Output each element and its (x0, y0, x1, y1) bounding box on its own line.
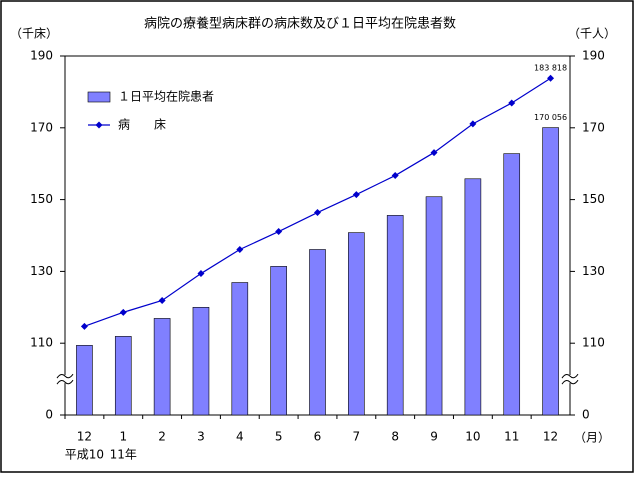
legend-label: 病 床 (118, 117, 166, 132)
x-sublabel: 平成10 (65, 448, 104, 462)
x-tick-label: 9 (430, 430, 438, 444)
bar (503, 153, 521, 416)
marker (430, 149, 438, 157)
y2-axis-label: （千人） (568, 27, 616, 41)
axis-break-gap (57, 375, 73, 384)
x-tick-label: 8 (391, 430, 399, 444)
x-tick-label: 4 (236, 430, 244, 444)
x-tick-label: 12 (77, 430, 92, 444)
y-tick-label: 150 (30, 192, 53, 206)
x-tick-label: 5 (275, 430, 283, 444)
y2-tick-label: 130 (582, 264, 605, 278)
bar (270, 266, 287, 416)
x-tick-label: 11 (504, 430, 519, 444)
y2-tick-label: 110 (582, 336, 605, 350)
axis-break (56, 373, 74, 385)
x-tick-label: 6 (314, 430, 322, 444)
value-label: 183 818 (534, 64, 567, 73)
x-tick-label: 2 (158, 430, 166, 444)
axis-break (561, 373, 579, 385)
x-tick-label: 12 (543, 430, 558, 444)
x-tick-label: 7 (353, 430, 361, 444)
value-label: 170 056 (534, 113, 567, 122)
x-tick-label: 1 (119, 430, 127, 444)
legend-marker (95, 121, 103, 129)
marker (275, 228, 283, 236)
bar (425, 196, 443, 416)
bar (348, 232, 365, 416)
y-tick-label: 0 (45, 408, 53, 422)
bar (542, 127, 559, 416)
bar (231, 282, 249, 416)
legend-swatch (87, 91, 111, 103)
x-unit-label: （月） (574, 431, 610, 445)
marker (314, 209, 321, 217)
bar (153, 318, 171, 416)
x-tick-label: 10 (465, 430, 480, 444)
bar (114, 336, 132, 416)
y-tick-label: 130 (30, 264, 53, 278)
x-sublabel: 11年 (110, 448, 137, 462)
bar (464, 178, 482, 416)
legend-label: １日平均在院患者 (118, 90, 214, 104)
bar (192, 306, 210, 416)
chart-title: 病院の療養型病床群の病床数及び１日平均在院患者数 (144, 16, 456, 32)
marker (469, 120, 477, 128)
y2-tick-label: 150 (582, 192, 605, 206)
marker (197, 270, 205, 278)
y-tick-label: 190 (30, 49, 53, 63)
axis-break-gap (562, 375, 578, 384)
x-tick-label: 3 (197, 430, 205, 444)
marker (80, 322, 88, 330)
y-tick-label: 110 (30, 336, 53, 350)
bar (386, 215, 404, 416)
y-tick-label: 170 (30, 120, 53, 134)
marker (119, 308, 127, 316)
y2-tick-label: 0 (582, 408, 590, 422)
y2-tick-label: 190 (582, 49, 605, 63)
marker (508, 99, 516, 107)
marker (352, 191, 360, 199)
y-axis-label: （千床） (10, 27, 58, 41)
marker (236, 246, 244, 254)
bar (309, 249, 326, 416)
y2-tick-label: 170 (582, 120, 605, 134)
marker (158, 296, 166, 304)
marker (391, 172, 399, 180)
bar (76, 345, 93, 416)
marker (547, 74, 555, 82)
